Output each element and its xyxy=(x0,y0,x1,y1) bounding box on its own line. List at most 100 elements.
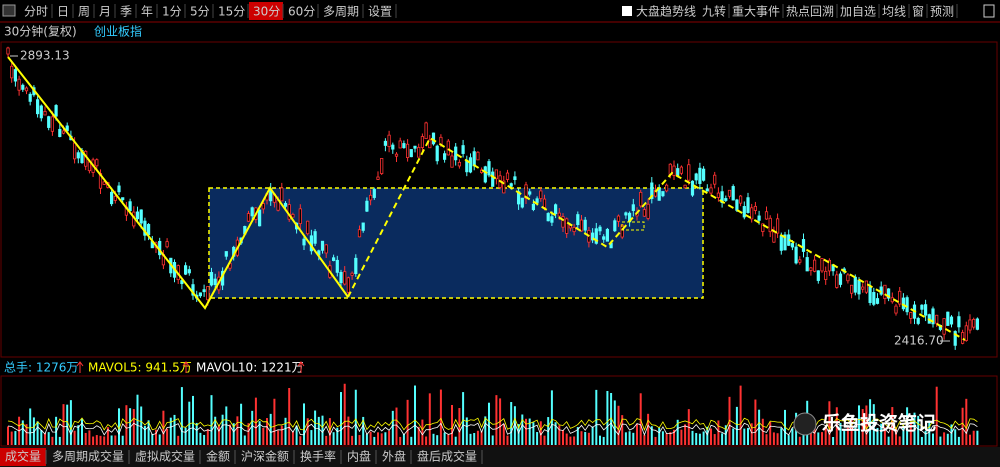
vol-bar xyxy=(66,404,69,445)
period-tab[interactable]: 30分 xyxy=(253,5,280,19)
bottom-tab[interactable]: 沪深金额 xyxy=(241,449,289,464)
tool-button[interactable]: 窗 xyxy=(912,5,924,19)
vol-bar xyxy=(573,436,576,445)
bottom-tab[interactable]: 盘后成交量 xyxy=(417,449,477,464)
candle-body xyxy=(58,128,62,138)
candle-body xyxy=(47,116,51,128)
bottom-tab[interactable]: 虚拟成交量 xyxy=(135,449,195,464)
vol-bar xyxy=(62,404,65,445)
vol-bar xyxy=(510,402,513,445)
candle-body xyxy=(724,198,728,201)
bottom-tab[interactable]: 多周期成交量 xyxy=(52,449,124,464)
vol-bar xyxy=(121,435,124,445)
bottom-tab[interactable]: 内盘 xyxy=(347,449,371,464)
period-tab[interactable]: 设置 xyxy=(368,5,392,19)
vol-bar xyxy=(495,395,498,445)
doc-icon[interactable] xyxy=(983,4,995,18)
candle-body xyxy=(768,217,772,233)
vol-bar xyxy=(850,418,853,445)
vol-bar xyxy=(565,433,568,445)
tab-bg xyxy=(130,448,200,466)
tool-button[interactable]: 均线 xyxy=(882,5,906,19)
tab-bg xyxy=(236,448,294,466)
vol-bar xyxy=(639,393,642,445)
candle-body xyxy=(639,191,643,207)
period-tab[interactable]: 周 xyxy=(78,5,90,19)
candle-body xyxy=(605,228,610,242)
vol-bar xyxy=(932,433,934,445)
vol-bar xyxy=(802,431,805,445)
period-tab[interactable]: 月 xyxy=(99,5,111,19)
candle-body xyxy=(924,304,928,316)
watermark: 乐鱼投资笔记 xyxy=(822,412,936,435)
tool-button[interactable]: 热点回溯 xyxy=(786,4,834,19)
bottom-tab[interactable]: 成交量 xyxy=(5,449,41,464)
candle-body xyxy=(39,105,43,119)
candle-body xyxy=(550,216,554,223)
vol-bar xyxy=(44,433,46,445)
tool-button[interactable]: 大盘趋势线 xyxy=(636,4,696,19)
candle-body xyxy=(257,209,262,227)
candle-body xyxy=(180,280,184,285)
vol-bar xyxy=(432,433,435,445)
vol-bar xyxy=(388,430,391,445)
vol-mavol10: MAVOL10: 1221万 xyxy=(196,361,304,375)
bottom-tab[interactable]: 换手率 xyxy=(300,449,336,464)
period-tab[interactable]: 1分 xyxy=(162,5,182,19)
candle-body xyxy=(602,236,606,240)
tab-bg xyxy=(74,2,94,20)
vol-bar xyxy=(636,423,638,445)
period-tab[interactable]: 年 xyxy=(141,5,153,19)
period-tab[interactable]: 日 xyxy=(57,5,69,19)
vol-bar xyxy=(236,416,239,445)
candle-body xyxy=(24,87,29,92)
candle-body xyxy=(757,215,761,221)
vol-bar xyxy=(288,388,291,445)
candle-body xyxy=(565,218,569,234)
checkbox[interactable] xyxy=(622,6,632,16)
period-tab[interactable]: 多周期 xyxy=(323,5,359,19)
candle-body xyxy=(413,145,417,149)
candle-body xyxy=(961,332,965,344)
tool-button[interactable]: 重大事件 xyxy=(732,5,780,19)
period-tab[interactable]: 5分 xyxy=(190,5,210,19)
period-tab[interactable]: 15分 xyxy=(218,5,245,19)
vol-bar xyxy=(328,418,331,445)
vol-bar xyxy=(210,395,213,445)
bottom-tab[interactable]: 金额 xyxy=(206,449,230,464)
vol-bar xyxy=(665,433,668,445)
vol-bar xyxy=(414,385,416,445)
tab-bg xyxy=(47,448,129,466)
candle-body xyxy=(665,184,669,192)
candle-body xyxy=(727,189,732,197)
vol-bar xyxy=(21,420,24,445)
candle-body xyxy=(875,298,880,304)
candle-body xyxy=(783,234,787,251)
tool-button[interactable]: 加自选 xyxy=(840,5,876,19)
period-tab[interactable]: 分时 xyxy=(24,5,48,19)
vol-bar xyxy=(262,427,265,445)
up-arrow xyxy=(182,361,190,373)
vol-bar xyxy=(114,435,117,445)
bottom-tab[interactable]: 外盘 xyxy=(382,449,406,464)
tab-bg xyxy=(158,2,185,20)
candle-body xyxy=(54,105,58,117)
candle-body xyxy=(554,204,558,215)
candle-body xyxy=(568,225,573,229)
vol-bar xyxy=(195,422,198,445)
vol-bar xyxy=(695,433,698,445)
tool-button[interactable]: 九转 xyxy=(702,4,726,19)
candle-body xyxy=(742,206,746,218)
candle-body xyxy=(483,166,487,183)
period-tab[interactable]: 60分 xyxy=(288,5,315,19)
period-tab[interactable]: 季 xyxy=(120,5,132,19)
candle-body xyxy=(313,231,317,244)
candle-body xyxy=(50,116,55,132)
candle-body xyxy=(539,190,543,200)
vol-bar xyxy=(325,435,328,445)
vol-bar xyxy=(920,436,923,445)
candle-body xyxy=(417,147,421,158)
tool-button[interactable]: 预测 xyxy=(930,5,954,19)
candle-body xyxy=(209,272,214,286)
candle-body xyxy=(346,277,351,293)
